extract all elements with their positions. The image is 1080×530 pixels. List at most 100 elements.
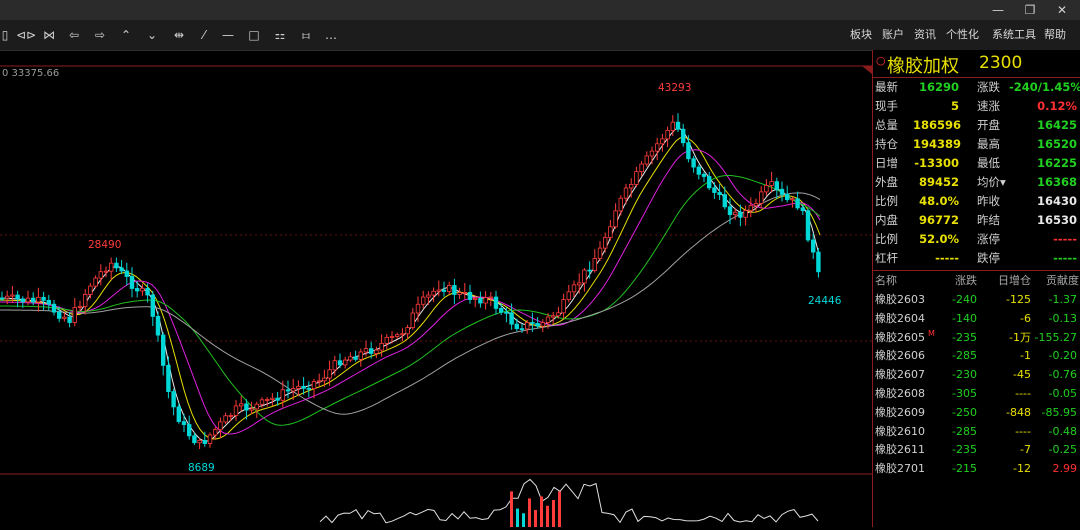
low-price-label: 8689 (188, 462, 215, 474)
menu-news[interactable]: 资讯 (914, 28, 936, 41)
contract-row[interactable]: 橡胶2604 -140 -6 -0.13 (873, 309, 1080, 328)
tool-grid-icon[interactable]: ⚏ (274, 28, 286, 42)
candle-body (379, 342, 384, 351)
ma-line-1 (0, 128, 821, 442)
volume-bar (546, 505, 549, 527)
candle-body (124, 270, 129, 277)
quote-value: -13300 (914, 156, 959, 170)
candle-body (134, 288, 140, 292)
tool-zoom-icon[interactable]: ⊲⊳ (16, 28, 37, 42)
quote-value: 16425 (1036, 118, 1077, 132)
menu-help[interactable]: 帮助 (1044, 28, 1066, 41)
tool-rect-icon[interactable]: □ (248, 28, 260, 42)
candle-body (769, 181, 774, 186)
ma-value-label: 0 33375.66 (2, 68, 59, 79)
quote-label: 最低 (977, 156, 1000, 170)
candle-body (400, 333, 405, 336)
quote-value: 194389 (913, 137, 962, 151)
contract-contribution: -0.76 (1048, 368, 1077, 382)
quote-row: 内盘 96772 昨结 16530 (873, 211, 1080, 230)
candlesticks (0, 113, 821, 450)
candle-body (67, 316, 72, 323)
candle-body (46, 299, 51, 305)
candle-body (535, 323, 540, 327)
kline-chart-area[interactable]: 0 33375.66 43293 28490 8689 24446 (0, 50, 872, 527)
quote-value: 89452 (918, 175, 959, 189)
list-header-cell: 名称 (875, 274, 897, 287)
contract-row[interactable]: 橡胶2608 -305 ---- -0.05 (873, 384, 1080, 403)
candle-body (296, 385, 301, 389)
volume-bar (528, 498, 531, 527)
quote-label: 日增 (875, 156, 898, 170)
contract-row[interactable]: 橡胶2701 -215 -12 2.99 (873, 459, 1080, 478)
candle-body (655, 143, 660, 152)
menu-system-tools[interactable]: 系统工具 (992, 28, 1036, 41)
candle-body (332, 360, 337, 371)
quote-label: 跌停 (977, 251, 1000, 265)
candle-body (733, 211, 738, 216)
candle-body (25, 297, 31, 303)
tool-bar-icon[interactable]: ▯ (1, 28, 9, 42)
menu-sector[interactable]: 板块 (850, 28, 872, 41)
minimize-icon[interactable]: — (992, 3, 1004, 17)
contract-oi-change: -1万 (1009, 330, 1031, 344)
candle-body (72, 306, 77, 323)
menu-account[interactable]: 账户 (882, 28, 904, 41)
close-icon[interactable]: ✕ (1056, 3, 1068, 17)
menu-personalize[interactable]: 个性化 (946, 28, 979, 41)
volume-line (319, 478, 819, 524)
quote-row: 日增 -13300 最低 16225 (873, 154, 1080, 173)
candle-body (634, 171, 639, 185)
contract-change: -235 (952, 443, 977, 457)
contract-name: 橡胶2604 (875, 311, 925, 325)
contract-row[interactable]: 橡胶2609 -250 -848 -85.95 (873, 403, 1080, 422)
candle-body (545, 316, 551, 323)
quote-value: 16530 (1036, 213, 1077, 227)
tool-volume-icon[interactable]: ⧦ (302, 28, 310, 42)
candle-body (467, 291, 473, 300)
contract-row[interactable]: 橡胶2610 -285 ---- -0.48 (873, 422, 1080, 441)
contract-contribution: -85.95 (1041, 405, 1077, 419)
candle-body (358, 351, 363, 360)
instrument-name: 橡胶加权 (887, 56, 959, 77)
candle-body (384, 337, 389, 344)
candle-body (301, 385, 306, 389)
volume-indicator (319, 478, 819, 527)
contract-row[interactable]: 橡胶2606 -285 -1 -0.20 (873, 346, 1080, 365)
candle-body (275, 397, 280, 401)
tool-more-icon[interactable]: … (325, 28, 337, 42)
contract-row[interactable]: 橡胶2611 -235 -7 -0.25 (873, 440, 1080, 459)
ma-line-3 (0, 149, 821, 435)
tool-up-icon[interactable]: ⌃ (120, 28, 132, 42)
candle-body (348, 356, 353, 361)
tool-right-arrow-icon[interactable]: ⇨ (94, 28, 106, 42)
quote-row: 比例 48.0% 昨收 16430 (873, 192, 1080, 211)
candle-body (712, 187, 717, 193)
kline-chart[interactable]: 0 33375.66 43293 28490 8689 24446 (0, 50, 872, 527)
list-header-cell: 日增仓 (998, 274, 1031, 287)
candle-body (327, 369, 332, 379)
candle-body (587, 269, 592, 272)
quote-row: 外盘 89452 均价▾ 16368 (873, 173, 1080, 192)
tool-line-draw-icon[interactable]: ⁄ (202, 28, 205, 42)
contract-change: -140 (952, 311, 977, 325)
candle-body (186, 424, 192, 437)
candle-body (670, 121, 675, 131)
candle-body (592, 258, 597, 271)
tool-down-icon[interactable]: ⌄ (146, 28, 158, 42)
candle-body (420, 296, 426, 305)
candle-body (701, 173, 707, 177)
restore-icon[interactable]: ❐ (1024, 3, 1036, 17)
tool-hline-icon[interactable]: — (222, 28, 234, 42)
contract-row[interactable]: 橡胶2605 M -235 -1万 -155.27 (873, 328, 1080, 347)
tool-left-arrow-icon[interactable]: ⇦ (68, 28, 80, 42)
candle-body (498, 308, 504, 313)
candle-body (98, 271, 103, 279)
contract-oi-change: ---- (1015, 387, 1031, 400)
tool-crosshair-icon[interactable]: ⇹ (173, 28, 185, 42)
contract-row[interactable]: 橡胶2607 -230 -45 -0.76 (873, 365, 1080, 384)
contract-row[interactable]: 橡胶2603 -240 -125 -1.37 (873, 290, 1080, 309)
contract-contribution: -0.13 (1048, 311, 1077, 325)
quote-label: 比例 (875, 194, 898, 208)
tool-fit-icon[interactable]: ⋈ (43, 28, 55, 42)
